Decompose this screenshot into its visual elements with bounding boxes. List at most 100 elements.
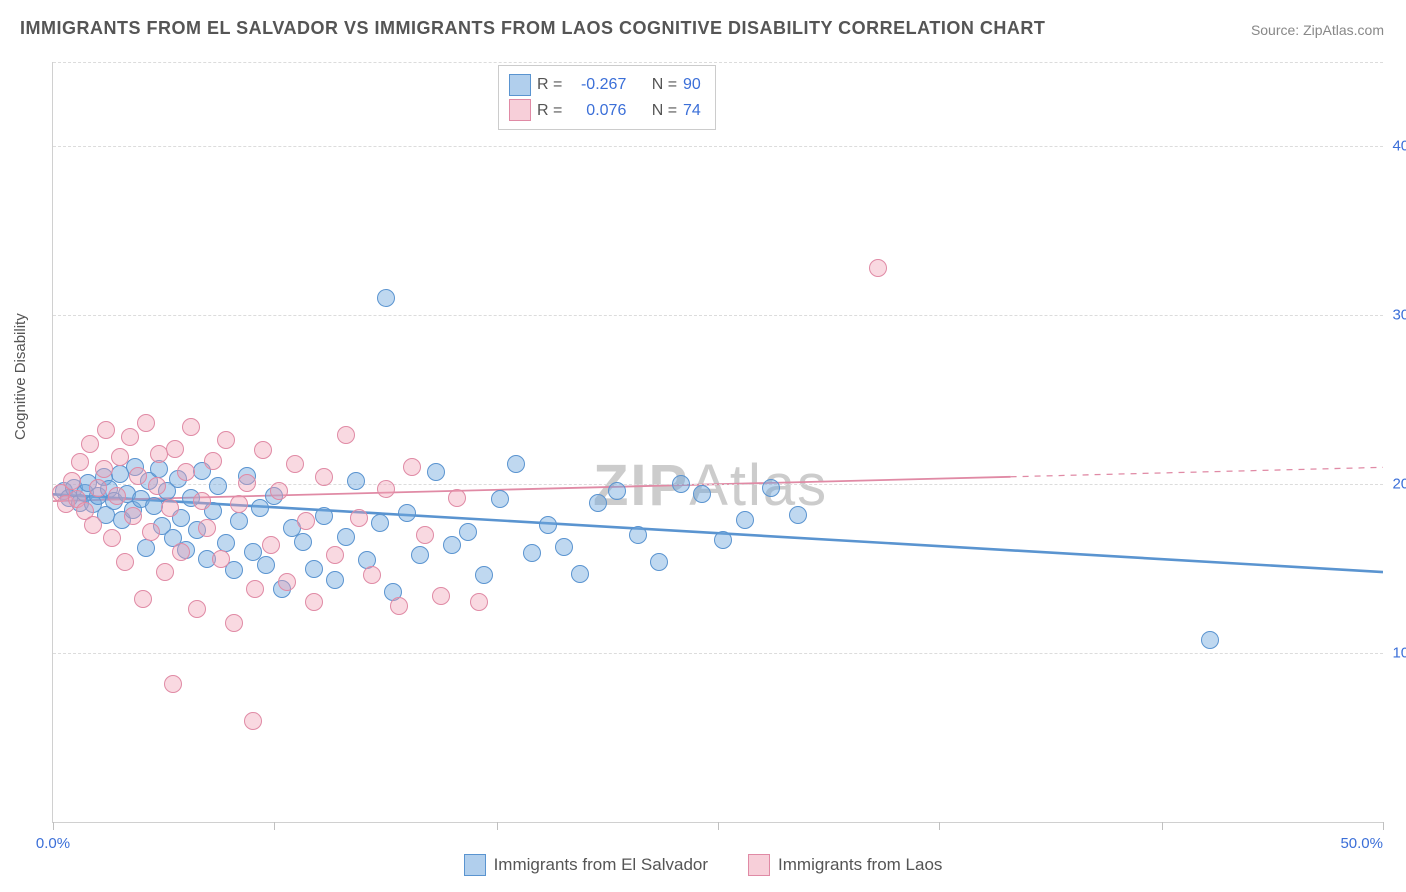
r-label: R = [537,98,562,124]
r-value: -0.267 [568,72,626,98]
source-label: Source: ZipAtlas.com [1251,22,1384,38]
x-tick-label: 0.0% [36,835,70,852]
data-point [326,571,344,589]
y-tick-label: 30.0% [1387,307,1406,324]
data-point [71,453,89,471]
data-point [177,463,195,481]
data-point [305,560,323,578]
data-point [789,506,807,524]
data-point [398,504,416,522]
data-point [81,435,99,453]
data-point [736,511,754,529]
gridline [53,653,1383,654]
data-point [347,472,365,490]
data-point [129,467,147,485]
data-point [204,452,222,470]
data-point [121,428,139,446]
data-point [523,544,541,562]
x-tick [1162,822,1163,830]
x-tick [497,822,498,830]
data-point [212,550,230,568]
data-point [411,546,429,564]
data-point [164,675,182,693]
data-point [589,494,607,512]
data-point [650,553,668,571]
trend-lines [53,62,1383,822]
data-point [230,495,248,513]
data-point [869,259,887,277]
data-point [416,526,434,544]
data-point [507,455,525,473]
data-point [672,475,690,493]
trend-line-extrapolated [1011,467,1383,476]
x-tick [718,822,719,830]
data-point [448,489,466,507]
data-point [475,566,493,584]
data-point [326,546,344,564]
data-point [350,509,368,527]
data-point [217,431,235,449]
stats-legend-row: R = 0.076 N = 74 [509,98,701,124]
x-tick [939,822,940,830]
data-point [297,512,315,530]
legend-label: Immigrants from El Salvador [494,855,708,875]
data-point [555,538,573,556]
data-point [172,543,190,561]
plot-area: R = -0.267 N = 90R = 0.076 N = 74 ZIPAtl… [52,62,1383,823]
data-point [371,514,389,532]
data-point [762,479,780,497]
data-point [470,593,488,611]
series-legend: Immigrants from El Salvador Immigrants fr… [0,854,1406,876]
r-label: R = [537,72,562,98]
data-point [403,458,421,476]
data-point [337,528,355,546]
data-point [315,507,333,525]
data-point [97,421,115,439]
data-point [182,418,200,436]
data-point [111,448,129,466]
data-point [137,414,155,432]
data-point [262,536,280,554]
data-point [124,507,142,525]
legend-item: Immigrants from Laos [748,854,942,876]
data-point [225,614,243,632]
data-point [1201,631,1219,649]
y-tick-label: 20.0% [1387,476,1406,493]
data-point [188,600,206,618]
legend-swatch [748,854,770,876]
y-tick-label: 10.0% [1387,645,1406,662]
data-point [142,523,160,541]
data-point [103,529,121,547]
data-point [116,553,134,571]
data-point [427,463,445,481]
data-point [278,573,296,591]
gridline [53,62,1383,63]
data-point [377,289,395,307]
data-point [95,460,113,478]
data-point [294,533,312,551]
data-point [134,590,152,608]
n-label: N = [652,72,677,98]
data-point [84,516,102,534]
data-point [693,485,711,503]
data-point [257,556,275,574]
gridline [53,315,1383,316]
data-point [305,593,323,611]
data-point [286,455,304,473]
data-point [246,580,264,598]
data-point [63,472,81,490]
n-label: N = [652,98,677,124]
x-tick [1383,822,1384,830]
data-point [148,477,166,495]
y-axis-label: Cognitive Disability [12,313,29,440]
data-point [137,539,155,557]
y-tick-label: 40.0% [1387,138,1406,155]
data-point [432,587,450,605]
legend-item: Immigrants from El Salvador [464,854,708,876]
x-tick [274,822,275,830]
x-tick-label: 50.0% [1340,835,1383,852]
data-point [337,426,355,444]
data-point [161,499,179,517]
data-point [571,565,589,583]
data-point [491,490,509,508]
